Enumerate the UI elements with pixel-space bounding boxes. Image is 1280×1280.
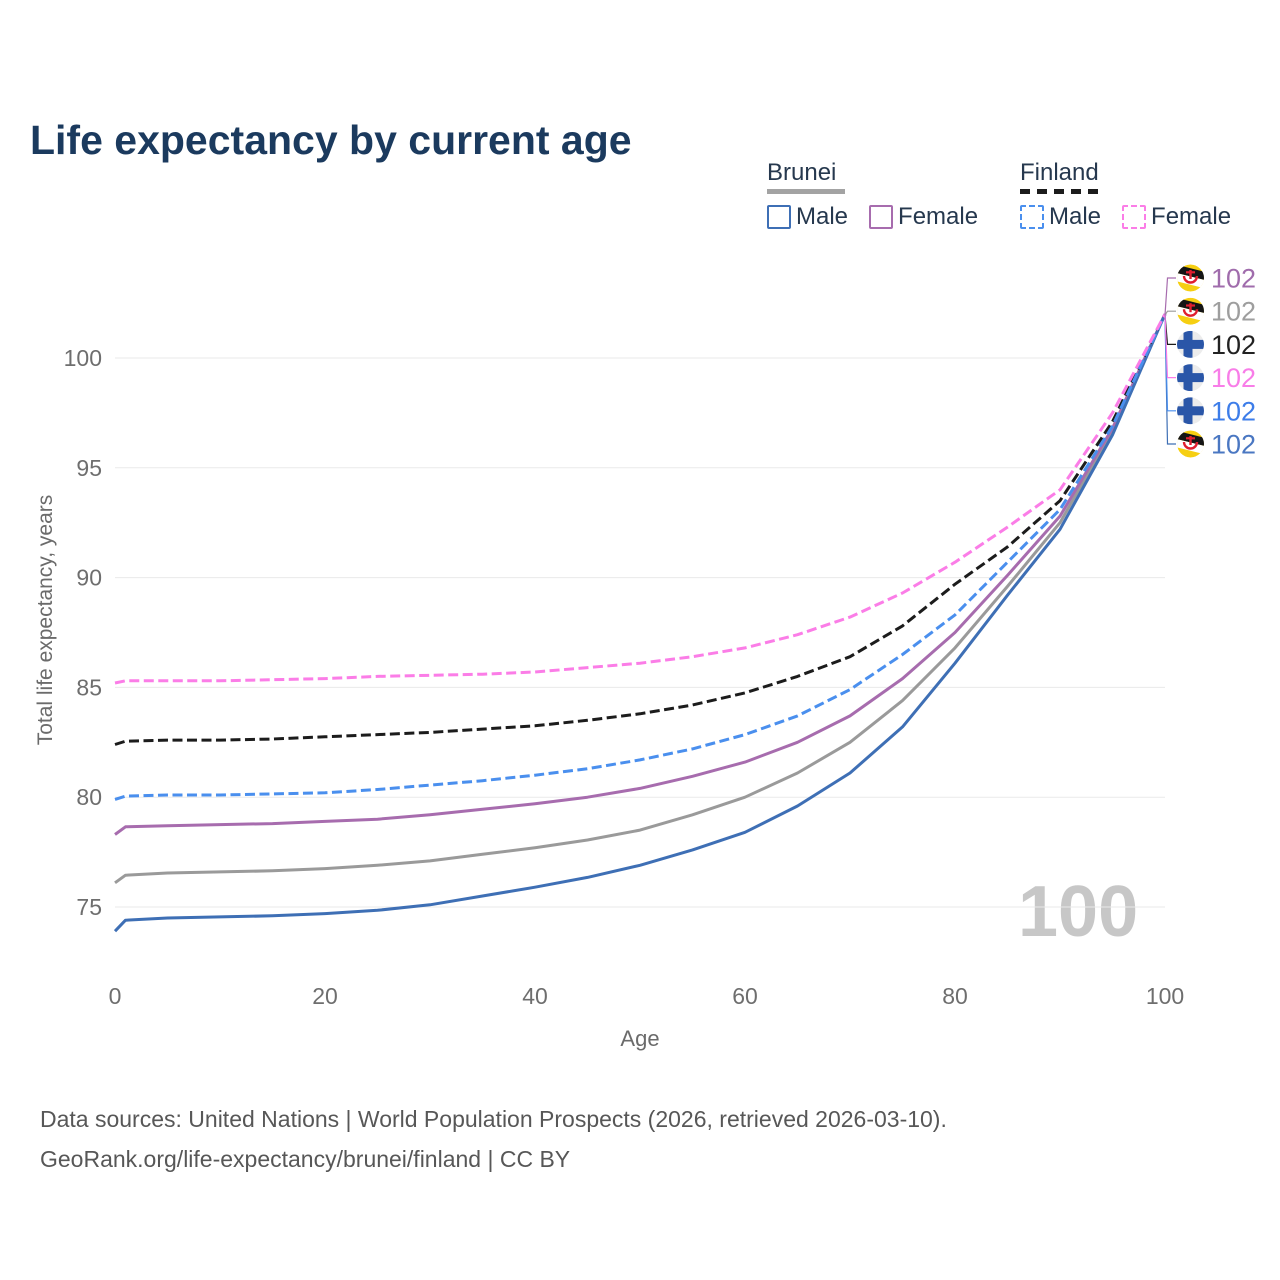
series-line-brunei-female[interactable] [114,313,1167,836]
y-tick-label: 95 [76,455,102,481]
end-value-label: 102 [1211,330,1256,360]
finland-flag-icon [1177,397,1204,425]
end-value-label: 102 [1211,297,1256,327]
brunei-flag-icon [1177,430,1204,458]
end-value-label: 102 [1211,264,1256,294]
end-value-label: 102 [1211,363,1256,393]
legend-group-brunei: Brunei Male Female [767,159,979,231]
legend-country-finland[interactable]: Finland [1020,159,1099,186]
end-value-label: 102 [1211,430,1256,460]
y-tick-label: 100 [64,345,102,371]
brunei-flag-icon [1177,297,1204,325]
leader-line [1164,310,1176,316]
series-line-finland-female[interactable] [114,313,1167,685]
legend-underline-finland [1020,189,1105,194]
legend-label-finland-male[interactable]: Male [1049,202,1102,230]
y-tick-label: 90 [76,565,102,591]
legend-swatch-brunei-male[interactable] [767,204,791,229]
legend-group-finland: Finland Male Female [1020,159,1232,231]
footer-data-sources: Data sources: United Nations | World Pop… [40,1106,947,1132]
y-tick-label: 75 [76,894,102,920]
legend-underline-brunei [767,189,845,194]
y-axis-title: Total life expectancy, years [34,494,57,746]
legend-swatch-finland-male[interactable] [1020,204,1044,229]
leader-line [1164,277,1176,316]
x-tick-label: 0 [109,983,122,1009]
y-tick-label: 85 [76,674,102,700]
leader-line [1164,315,1176,345]
footer-attribution: GeoRank.org/life-expectancy/brunei/finla… [40,1146,571,1172]
year-watermark: 100 [1018,872,1139,952]
brunei-flag-icon [1177,264,1204,292]
series-line-finland-total[interactable] [114,313,1167,746]
legend-label-finland-female[interactable]: Female [1151,202,1232,230]
series-line-brunei-male[interactable] [113,313,1167,933]
y-tick-label: 80 [76,784,102,810]
legend-swatch-finland-female[interactable] [1122,204,1147,229]
x-tick-label: 100 [1146,983,1184,1009]
x-tick-label: 40 [522,983,548,1009]
end-value-label: 102 [1211,396,1256,426]
x-tick-label: 60 [732,983,758,1009]
legend-label-brunei-male[interactable]: Male [796,202,849,230]
legend-label-brunei-female[interactable]: Female [898,202,979,230]
legend-swatch-brunei-female[interactable] [869,204,894,229]
finland-flag-icon [1177,330,1204,358]
chart-title: Life expectancy by current age [30,117,632,164]
finland-flag-icon [1177,364,1204,392]
series-line-finland-male[interactable] [114,313,1167,801]
x-axis-title: Age [620,1026,660,1051]
series-line-brunei-total[interactable] [114,313,1167,885]
x-tick-label: 80 [942,983,968,1009]
leader-line [1164,315,1176,379]
legend-country-brunei[interactable]: Brunei [767,159,837,186]
x-tick-label: 20 [312,983,338,1009]
